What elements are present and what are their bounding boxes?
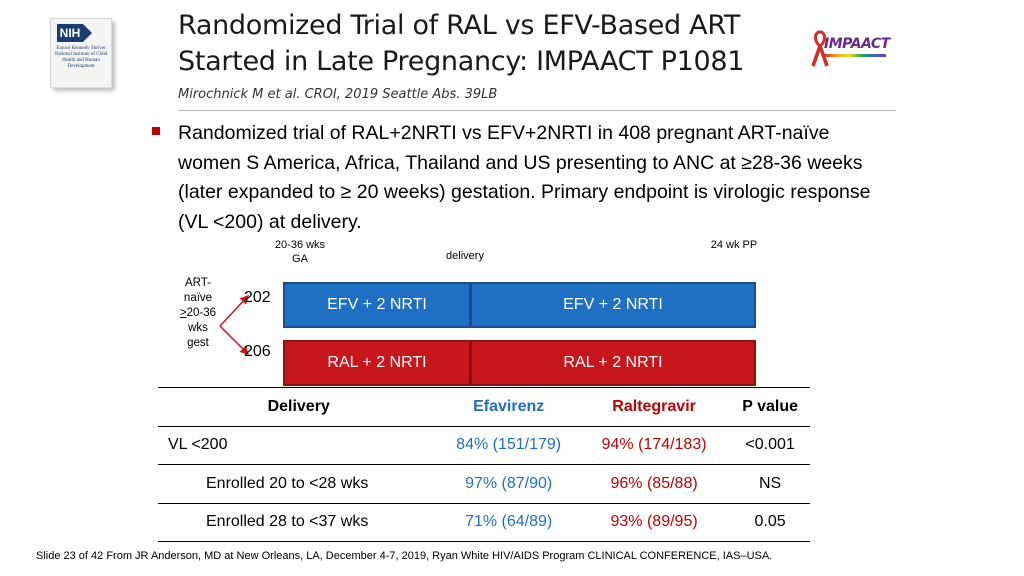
slide-title: Randomized Trial of RAL vs EFV-Based ART… xyxy=(178,10,745,77)
nih-chevron-icon xyxy=(83,24,92,42)
header-efavirenz: Efavirenz xyxy=(473,397,545,415)
efv-arm-pregnancy-bar: EFV + 2 NRTI xyxy=(283,282,471,328)
label-delivery: delivery xyxy=(446,250,484,262)
header-delivery: Delivery xyxy=(267,397,330,415)
efv-value: 71% (64/89) xyxy=(465,513,553,531)
rainbow-bar xyxy=(824,54,886,57)
ral-arm-count: 206 xyxy=(244,343,271,360)
results-table: Delivery Efavirenz Raltegravir P value V… xyxy=(158,387,810,542)
nih-institute-name: Eunice Kennedy Shriver National Institut… xyxy=(54,46,108,69)
header-raltegravir: Raltegravir xyxy=(612,397,696,415)
bullet-icon xyxy=(152,127,160,135)
row-label: Enrolled 20 to <28 wks xyxy=(206,474,369,492)
population-line-3: 20-36 xyxy=(186,307,217,319)
bullet-text: Randomized trial of RAL+2NRTI vs EFV+2NR… xyxy=(178,122,871,233)
p-value: <0.001 xyxy=(745,436,795,454)
nih-badge: NIH xyxy=(57,24,83,42)
p-value: 0.05 xyxy=(754,513,786,531)
ral-value: 94% (174/183) xyxy=(601,436,707,454)
ral-arm-pregnancy-bar: RAL + 2 NRTI xyxy=(283,340,471,386)
table-header-row: Delivery Efavirenz Raltegravir P value xyxy=(158,387,810,427)
impaact-wordmark: IMPAACT xyxy=(824,36,890,52)
nih-logo: NIH Eunice Kennedy Shriver National Inst… xyxy=(50,18,112,88)
efv-arm-postpartum-bar: EFV + 2 NRTI xyxy=(470,282,756,328)
ral-value: 96% (85/88) xyxy=(610,474,698,492)
population-line-5: gest xyxy=(187,337,209,349)
title-divider xyxy=(178,110,896,111)
ribbon-icon xyxy=(811,30,829,67)
table-row: VL <200 84% (151/179) 94% (174/183) <0.0… xyxy=(158,426,810,465)
efv-value: 84% (151/179) xyxy=(456,436,562,454)
label-population: ART- naïve >20-36 wks gest xyxy=(170,276,226,351)
efv-value: 97% (87/90) xyxy=(465,474,553,492)
population-gte-symbol: > xyxy=(179,307,187,319)
table-row: Enrolled 28 to <37 wks 71% (64/89) 93% (… xyxy=(158,503,810,542)
efv-arm-count: 202 xyxy=(244,289,271,306)
randomization-arrows-icon xyxy=(219,294,250,356)
header-p-value: P value xyxy=(742,397,798,415)
label-postpartum: 24 wk PP xyxy=(710,239,758,251)
population-line-2: naïve xyxy=(183,292,213,304)
row-label: VL <200 xyxy=(168,436,228,454)
row-label: Enrolled 28 to <37 wks xyxy=(206,513,369,531)
population-line-4: wks xyxy=(188,322,208,334)
ral-value: 93% (89/95) xyxy=(610,513,698,531)
impaact-logo: IMPAACT xyxy=(810,30,890,70)
population-line-1: ART- xyxy=(185,277,211,289)
p-value: NS xyxy=(759,474,782,492)
table-row: Enrolled 20 to <28 wks 97% (87/90) 96% (… xyxy=(158,464,810,504)
ral-arm-postpartum-bar: RAL + 2 NRTI xyxy=(470,340,756,386)
label-gestation: 20-36 wks GA xyxy=(274,239,326,265)
slide-footer: Slide 23 of 42 From JR Anderson, MD at N… xyxy=(36,550,773,562)
slide-subtitle: Mirochnick M et al. CROI, 2019 Seattle A… xyxy=(178,87,498,102)
